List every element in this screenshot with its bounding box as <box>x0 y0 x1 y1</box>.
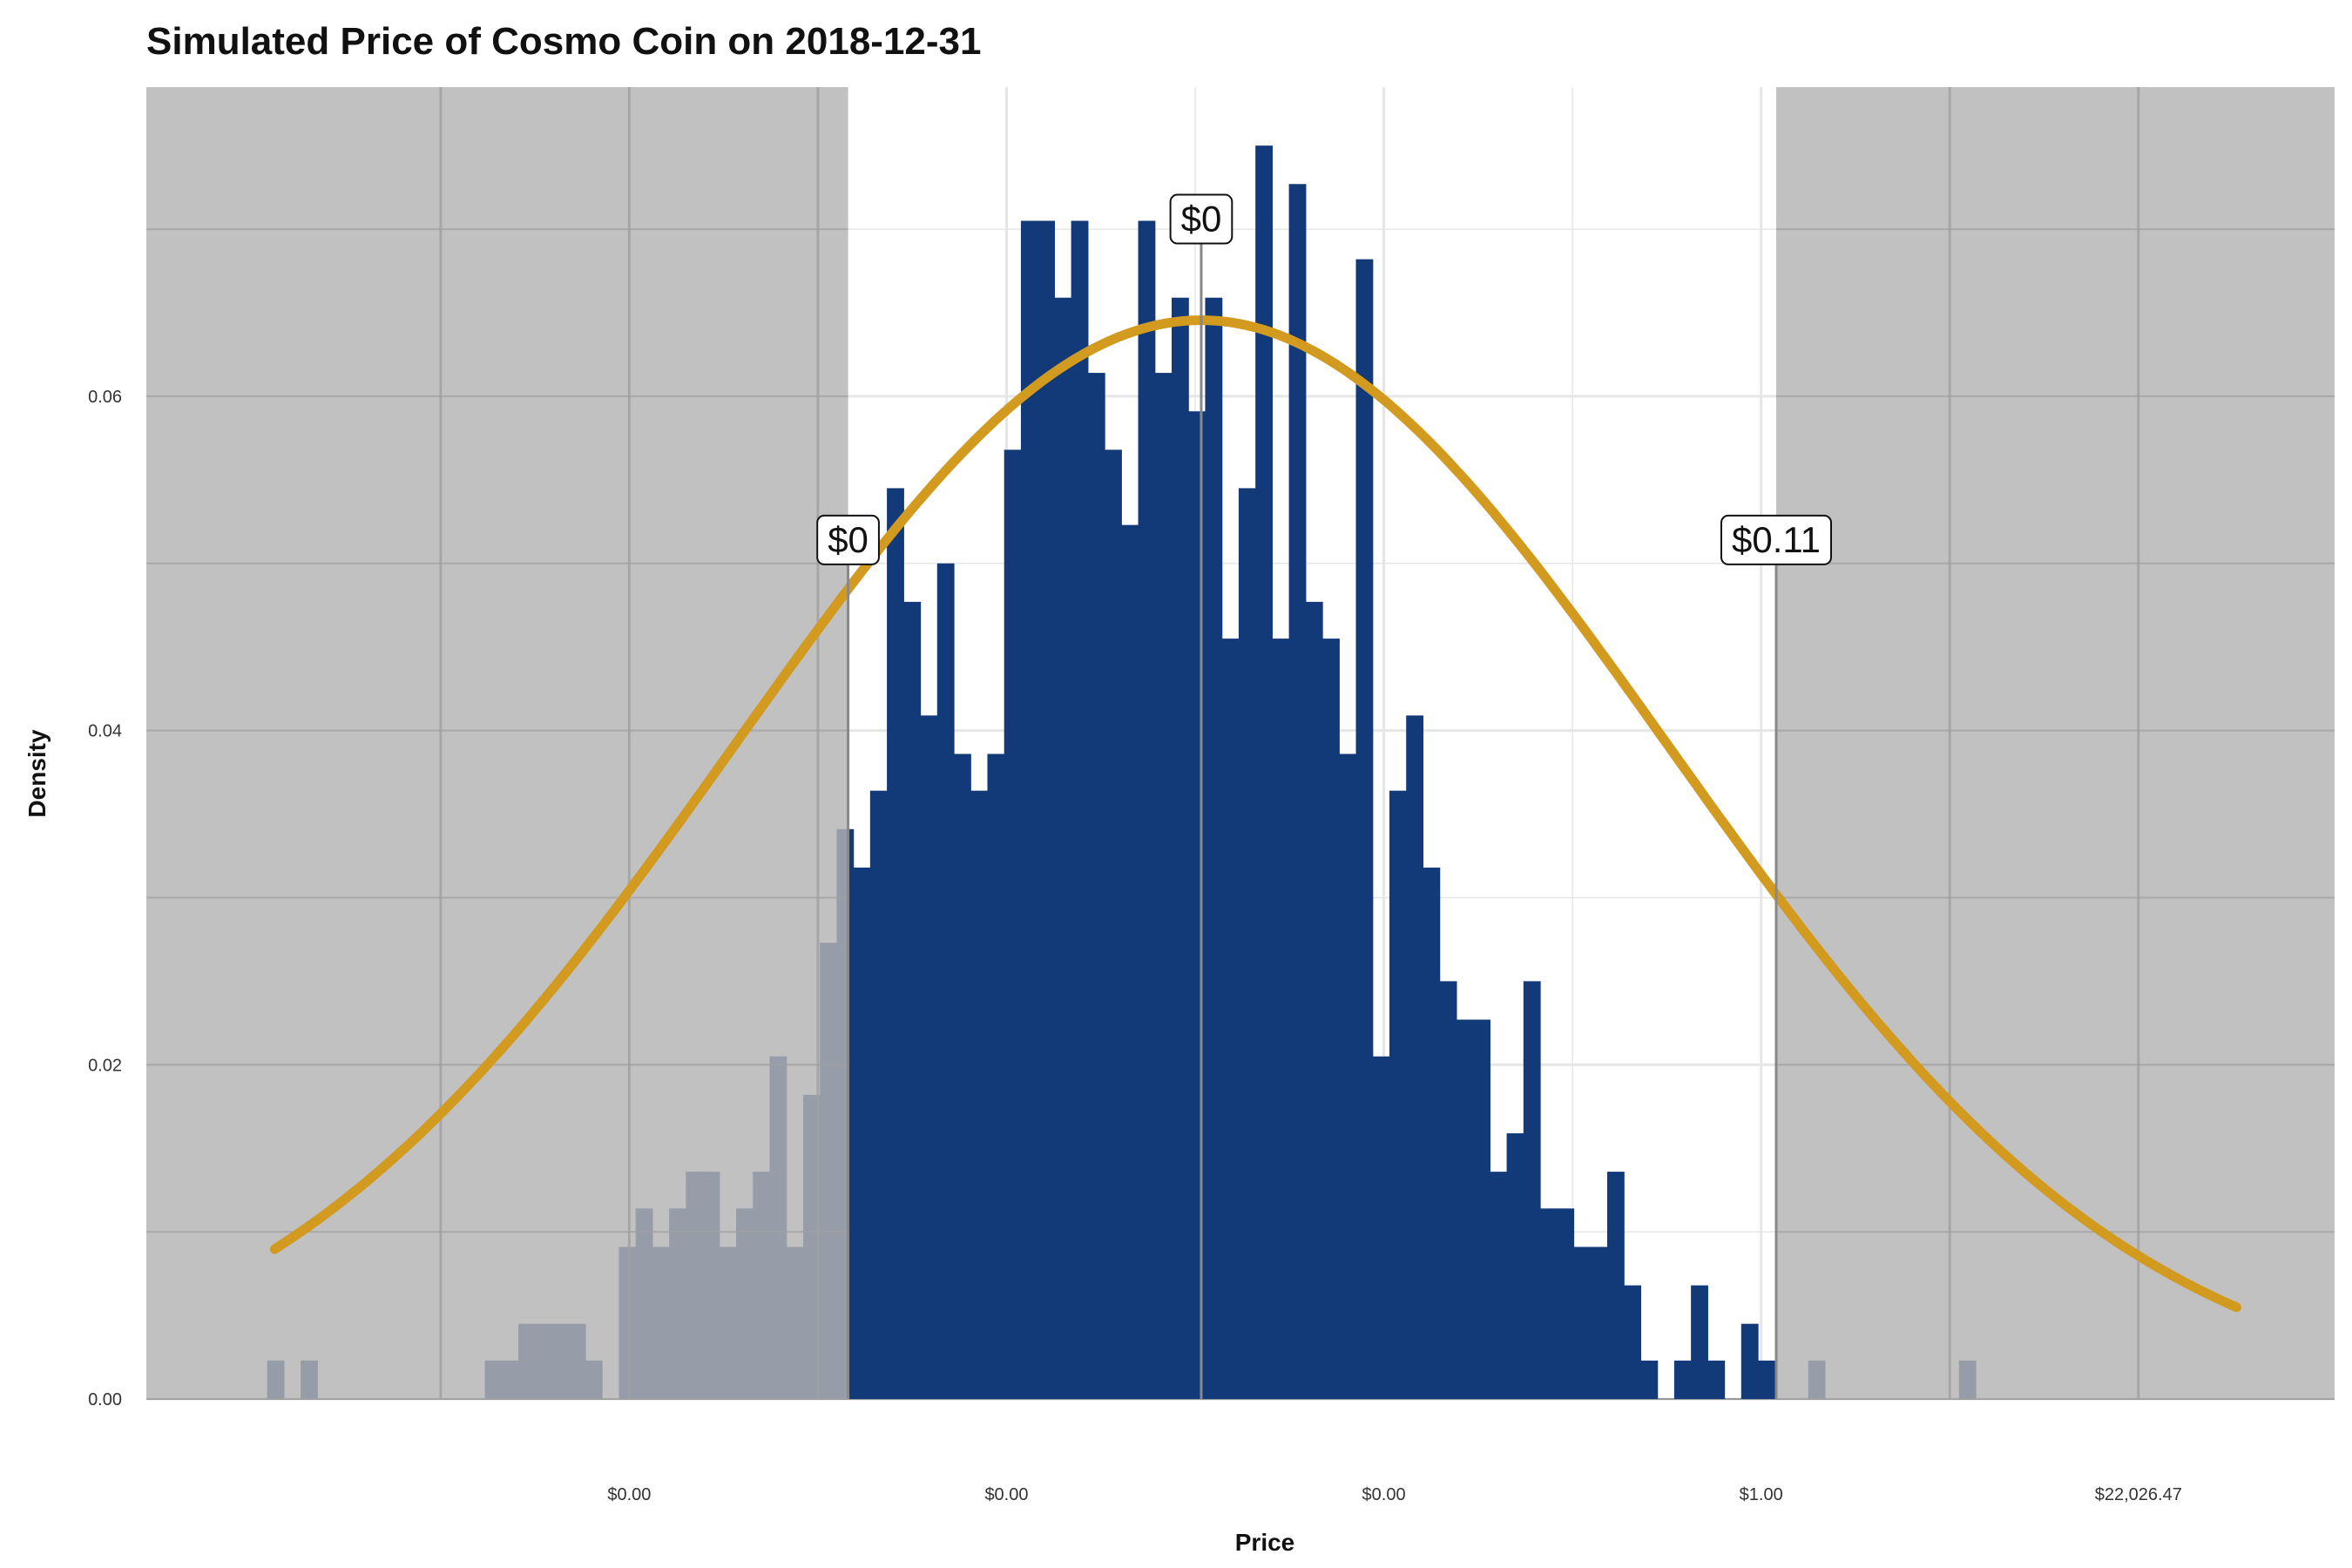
annotation-box <box>1169 193 1233 245</box>
histogram-bar <box>1221 639 1240 1399</box>
histogram-bar <box>1339 754 1357 1399</box>
y-tick-label: 0.00 <box>88 1390 122 1409</box>
histogram-bar <box>1624 1285 1642 1399</box>
x-tick-label: $1.00 <box>1740 1485 1783 1504</box>
histogram-bar <box>887 488 904 1399</box>
histogram-bar <box>1071 220 1089 1400</box>
normal-fit-curve <box>269 315 2241 1313</box>
histogram-bar <box>1172 297 1189 1399</box>
histogram-bar <box>1238 488 1256 1399</box>
histogram-bar <box>1506 1132 1524 1399</box>
annotation-label: $0 <box>1169 193 1233 245</box>
histogram-bar <box>1272 639 1290 1399</box>
histogram-bar <box>1037 220 1055 1400</box>
x-axis-ticks: $0.00 $0.00 $0.00 $1.00 $22,026.47 <box>607 1485 2181 1504</box>
x-tick-label: $0.00 <box>984 1485 1028 1504</box>
histogram-bar <box>1423 867 1441 1399</box>
y-axis-ticks: 0.00 0.02 0.04 0.06 <box>88 388 122 1409</box>
annotation-label: $0 <box>816 514 880 565</box>
x-tick-label: $22,026.47 <box>2095 1485 2182 1504</box>
histogram-bar <box>853 867 871 1399</box>
x-tick-label: $0.00 <box>1362 1485 1406 1504</box>
histogram-bar <box>1606 1172 1625 1399</box>
histogram-bar <box>1154 373 1173 1399</box>
histogram-bar <box>1322 639 1340 1399</box>
histogram-bar <box>936 563 955 1399</box>
histogram-bar <box>1707 1360 1726 1399</box>
histogram-bar <box>869 790 888 1399</box>
histogram-bar <box>1288 184 1307 1399</box>
annotation-text: $0.11 <box>1732 519 1821 560</box>
normal-fit-curve-layer <box>269 315 2241 1313</box>
histogram-bar <box>1205 297 1223 1399</box>
histogram-bar <box>1673 1360 1692 1399</box>
annotation-text: $0 <box>1181 199 1222 240</box>
x-axis-title: Price <box>1235 1529 1295 1556</box>
reference-lines <box>847 219 1778 1399</box>
histogram-bar <box>1389 790 1407 1399</box>
histogram-bar <box>1406 715 1424 1399</box>
histogram-bar <box>1054 297 1072 1399</box>
histogram-bar <box>1372 1056 1390 1399</box>
histogram-bar <box>903 601 922 1399</box>
histogram-bars <box>267 145 1977 1400</box>
histogram-bar <box>954 754 971 1399</box>
histogram-bar <box>1523 981 1541 1399</box>
annotation-label: $0.11 <box>1720 514 1833 565</box>
histogram-bar <box>1004 449 1022 1399</box>
histogram-bar <box>1540 1208 1558 1399</box>
y-tick-label: 0.04 <box>88 722 122 741</box>
histogram-bar <box>1255 145 1273 1400</box>
histogram-bar <box>1691 1285 1708 1399</box>
histogram-bar <box>1557 1208 1575 1399</box>
histogram-bar <box>1590 1247 1608 1399</box>
histogram-bar <box>1439 981 1457 1399</box>
histogram-bar <box>1456 1019 1474 1399</box>
histogram-bar <box>1355 259 1374 1399</box>
histogram-bar <box>1490 1172 1508 1399</box>
histogram-bar <box>1020 220 1038 1400</box>
y-tick-label: 0.06 <box>88 388 122 407</box>
y-tick-label: 0.02 <box>88 1056 122 1075</box>
annotation-text: $0 <box>828 519 868 560</box>
histogram-bar <box>1105 449 1122 1399</box>
histogram-bar <box>1758 1360 1775 1399</box>
histogram-bar <box>1188 411 1206 1399</box>
histogram-bar <box>1138 220 1156 1400</box>
histogram-bar <box>1087 373 1105 1399</box>
annotations: $0 $0 $0.11 <box>816 193 1833 565</box>
histogram-bar <box>1305 601 1323 1399</box>
annotation-box <box>816 514 880 565</box>
annotation-box <box>1720 514 1833 565</box>
histogram-bar <box>1573 1247 1592 1399</box>
histogram-bar <box>1640 1360 1659 1399</box>
histogram-bar <box>970 790 989 1399</box>
histogram-bar <box>920 715 938 1399</box>
histogram-bar <box>987 754 1005 1399</box>
shaded-region <box>146 87 848 1399</box>
shaded-region <box>1776 87 2335 1399</box>
histogram-bar <box>1473 1019 1490 1399</box>
y-axis-title: Density <box>24 729 51 818</box>
histogram-bar <box>1740 1323 1759 1399</box>
x-tick-label: $0.00 <box>607 1485 651 1504</box>
chart-title: Simulated Price of Cosmo Coin on 2018-12… <box>146 20 981 63</box>
histogram-bar <box>1121 524 1139 1399</box>
